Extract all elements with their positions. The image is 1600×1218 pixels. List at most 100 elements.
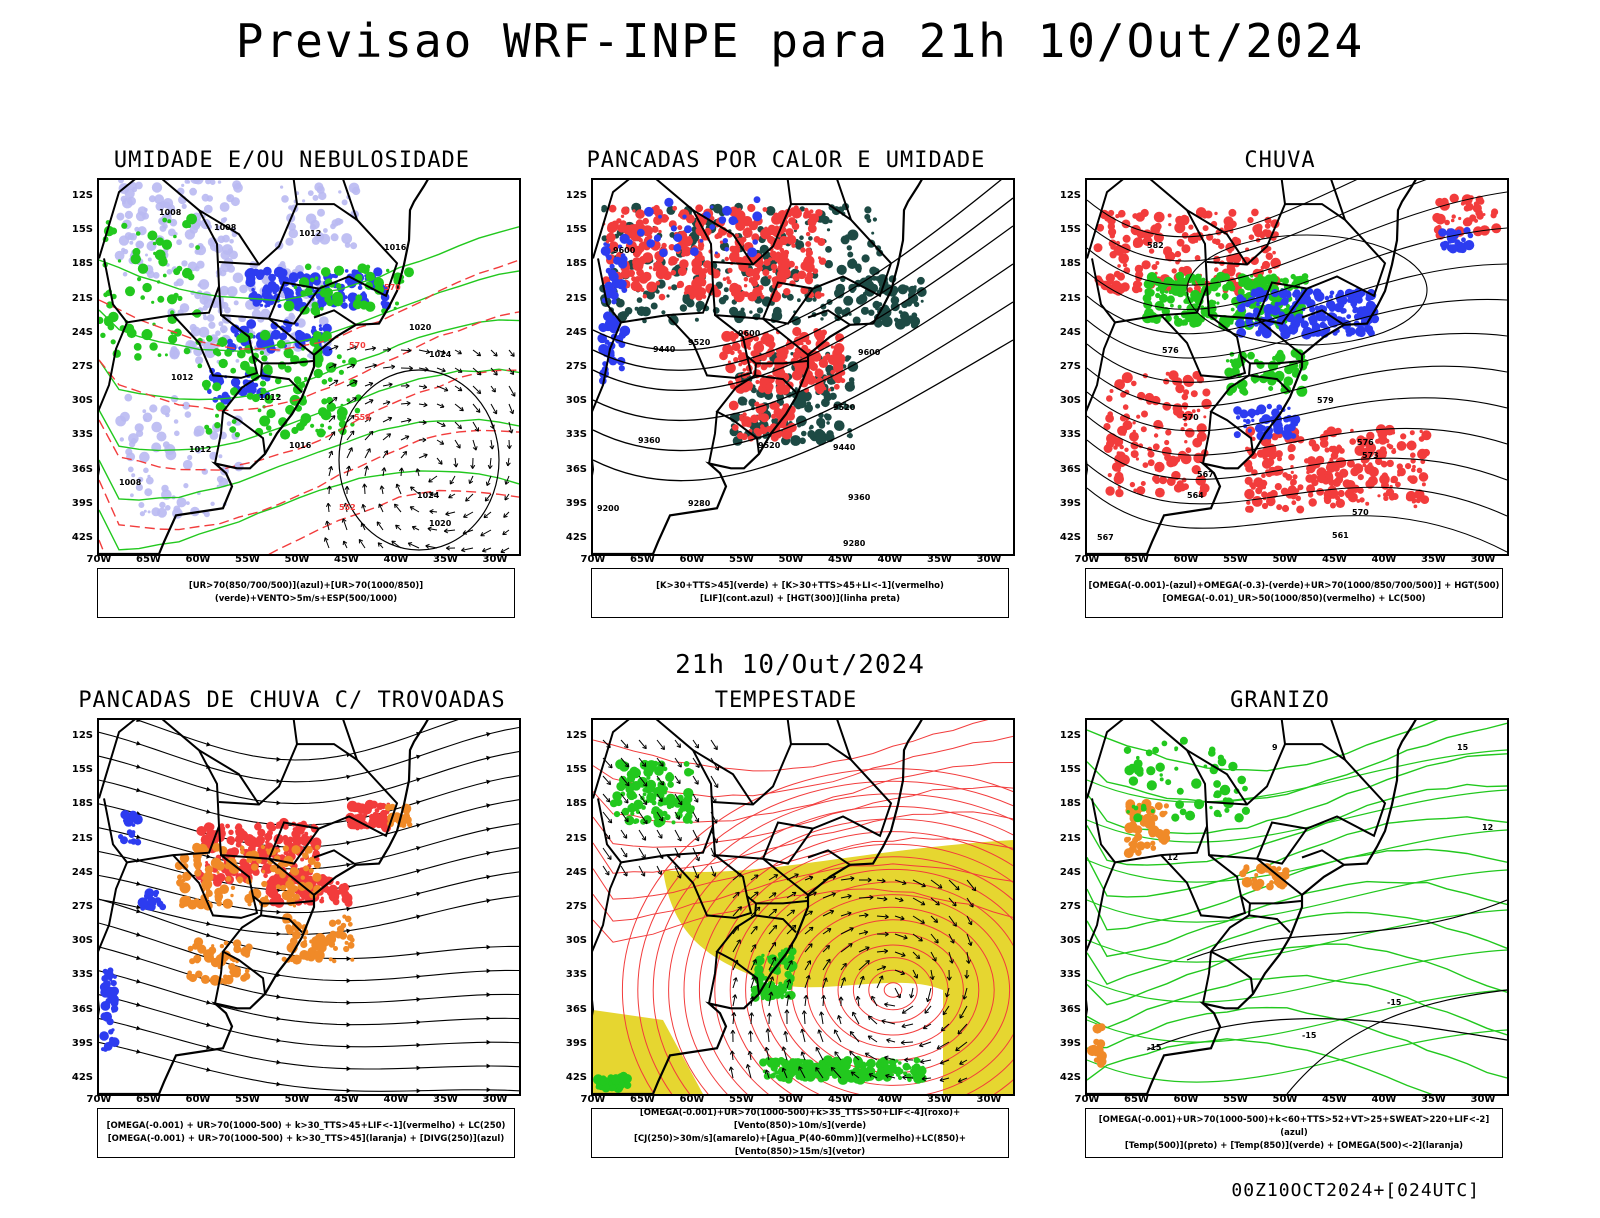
lat-tick-label: 24S [57,867,93,878]
svg-text:9600: 9600 [738,329,761,338]
lat-tick-label: 36S [57,464,93,475]
svg-text:570: 570 [1352,508,1369,517]
lat-tick-label: 24S [57,327,93,338]
panel-title: PANCADAS DE CHUVA C/ TROVOADAS [57,688,527,713]
svg-text:573: 573 [1362,451,1379,460]
lat-tick-label: 12S [1045,730,1081,741]
svg-text:558: 558 [354,413,371,422]
svg-text:564: 564 [1187,491,1204,500]
lat-tick-label: 36S [551,1004,587,1015]
legend-line: [UR>70(850/700/500)](azul)+[UR>70(1000/8… [98,580,514,606]
lat-tick-label: 30S [1045,395,1081,406]
lat-tick-label: 15S [551,764,587,775]
forecast-map [591,718,1015,1096]
svg-text:1024: 1024 [417,491,440,500]
lat-tick-label: 12S [57,190,93,201]
panel-title: GRANIZO [1045,688,1515,713]
lat-tick-label: 30S [57,935,93,946]
panel-legend: [OMEGA(-0.001)-(azul)+OMEGA(-0.3)-(verde… [1085,568,1503,618]
legend-line: [OMEGA(-0.001)-(azul)+OMEGA(-0.3)-(verde… [1086,580,1502,593]
lat-tick-label: 18S [57,798,93,809]
lat-tick-label: 27S [1045,361,1081,372]
lat-tick-label: 39S [551,498,587,509]
lat-tick-label: 33S [57,429,93,440]
svg-text:1012: 1012 [259,393,281,402]
lat-tick-label: 18S [57,258,93,269]
lat-tick-label: 36S [1045,464,1081,475]
legend-line: [OMEGA(-0.001)+UR>70(1000-500)+k<60+TTS>… [1086,1114,1502,1140]
lat-tick-label: 18S [551,798,587,809]
lat-tick-label: 36S [57,1004,93,1015]
lat-tick-label: 36S [551,464,587,475]
svg-text:9600: 9600 [858,348,881,357]
svg-text:9520: 9520 [833,403,856,412]
lat-tick-label: 24S [551,867,587,878]
lat-tick-label: 27S [551,901,587,912]
svg-text:570: 570 [1182,413,1199,422]
svg-text:9360: 9360 [638,436,661,445]
lat-tick-label: 21S [1045,293,1081,304]
svg-text:1020: 1020 [429,519,452,528]
legend-line: [LIF](cont.azul) + [HGT(300)](linha pret… [592,593,1008,606]
svg-text:570: 570 [384,283,401,292]
lat-tick-label: 42S [551,1072,587,1083]
lat-tick-label: 30S [1045,935,1081,946]
svg-text:1020: 1020 [409,323,432,332]
svg-text:579: 579 [1317,396,1334,405]
svg-text:9440: 9440 [833,443,856,452]
lat-tick-label: 18S [1045,258,1081,269]
lat-tick-label: 21S [551,293,587,304]
svg-text:9520: 9520 [758,441,781,450]
svg-text:1012: 1012 [299,229,321,238]
svg-text:570: 570 [349,341,366,350]
lat-tick-label: 24S [1045,867,1081,878]
lat-tick-label: 15S [57,224,93,235]
lat-tick-label: 12S [551,190,587,201]
lat-tick-label: 21S [57,293,93,304]
lat-tick-label: 42S [1045,1072,1081,1083]
lat-tick-label: 30S [551,395,587,406]
lat-tick-label: 27S [551,361,587,372]
lat-tick-label: 12S [57,730,93,741]
lat-tick-label: 33S [551,429,587,440]
svg-text:1008: 1008 [159,208,182,217]
lat-tick-label: 12S [1045,190,1081,201]
svg-text:1024: 1024 [429,350,452,359]
svg-text:561: 561 [1332,531,1349,540]
main-title: Previsao WRF-INPE para 21h 10/Out/2024 [0,14,1600,68]
legend-line: [CJ(250)>30m/s](amarelo)+[Agua_P(40-60mm… [592,1133,1008,1159]
lat-tick-label: 24S [1045,327,1081,338]
svg-text:552: 552 [339,503,356,512]
svg-text:9360: 9360 [848,493,871,502]
svg-text:582: 582 [1147,241,1164,250]
lat-tick-label: 12S [551,730,587,741]
lat-tick-label: 39S [57,498,93,509]
lat-tick-label: 39S [551,1038,587,1049]
lat-tick-label: 21S [57,833,93,844]
panel-title: TEMPESTADE [551,688,1021,713]
panel-title: CHUVA [1045,148,1515,173]
lat-tick-label: 24S [551,327,587,338]
lat-tick-label: 27S [1045,901,1081,912]
lat-tick-label: 15S [1045,764,1081,775]
lat-tick-label: 42S [1045,532,1081,543]
svg-text:1008: 1008 [119,478,142,487]
legend-line: [OMEGA(-0.001) + UR>70(1000-500) + k>30_… [98,1120,514,1133]
svg-text:567: 567 [1197,470,1214,479]
svg-text:9440: 9440 [653,345,676,354]
lat-tick-label: 42S [57,1072,93,1083]
forecast-map [97,718,521,1096]
svg-text:1016: 1016 [289,441,312,450]
svg-text:1008: 1008 [214,223,237,232]
lat-tick-label: 18S [1045,798,1081,809]
lat-tick-label: 33S [1045,429,1081,440]
lat-tick-label: 15S [551,224,587,235]
